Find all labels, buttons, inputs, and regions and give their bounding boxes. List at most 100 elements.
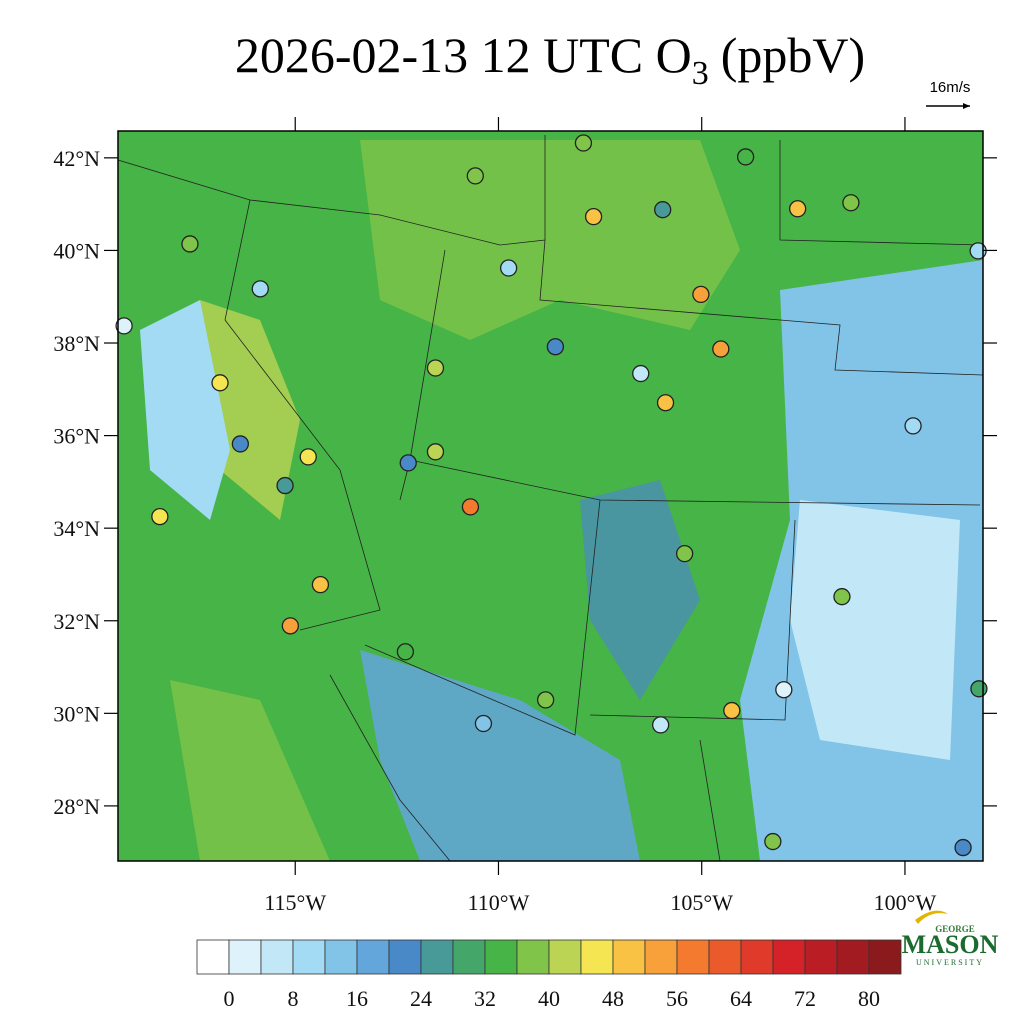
colorbar-box [484, 939, 518, 975]
colorbar-label: 72 [794, 986, 816, 1011]
colorbar-box [260, 939, 294, 975]
station [842, 194, 860, 212]
colorbar-label: 64 [730, 986, 752, 1011]
colorbar: 0 8 16 24 32 40 48 56 64 72 80 [196, 939, 902, 1011]
station [299, 448, 317, 466]
station [833, 588, 851, 606]
colorbar-box [292, 939, 326, 975]
stations [115, 134, 988, 857]
colorbar-box [580, 939, 614, 975]
station [736, 148, 755, 166]
colorbar-box [612, 939, 646, 975]
station [764, 832, 782, 851]
station [231, 435, 250, 453]
logo-bottom: UNIVERSITY [916, 958, 984, 967]
axes: 115°W 110°W 105°W 100°W 42°N 40°N 38°N 36°N 34°N… [53, 117, 997, 915]
logo-main: MASON [902, 930, 999, 959]
y-tick-label: 34°N [53, 516, 100, 541]
station [426, 359, 445, 377]
colorbar-box [708, 939, 742, 975]
colorbar-label: 24 [410, 986, 432, 1011]
plot-frame [117, 130, 984, 862]
colorbar-box [740, 939, 774, 975]
x-tick-label: 115°W [264, 890, 326, 915]
station [675, 544, 694, 563]
y-tick-label: 30°N [53, 701, 100, 726]
y-tick-label: 32°N [53, 609, 100, 634]
title-unit: (ppbV) [721, 27, 865, 83]
ocean-patch [170, 680, 330, 861]
station [970, 680, 988, 698]
colorbar-label: 8 [288, 986, 299, 1011]
y-tick-label: 38°N [53, 331, 100, 356]
station [396, 643, 415, 661]
colorbar-label: 80 [858, 986, 880, 1011]
wind-scale-head [963, 103, 970, 109]
y-tick-label: 36°N [53, 424, 100, 449]
station [654, 201, 672, 219]
colorbar-box [548, 939, 582, 975]
colorbar-box [388, 939, 422, 975]
station [775, 681, 793, 699]
station [546, 338, 565, 356]
station [712, 340, 730, 358]
station [954, 838, 972, 857]
station [904, 417, 922, 435]
wind-scale-label: 16m/s [930, 79, 971, 96]
field-patch [360, 650, 640, 861]
station [251, 280, 269, 298]
colorbar-label: 0 [224, 986, 235, 1011]
y-tick-label: 28°N [53, 794, 100, 819]
station [115, 317, 133, 335]
station [499, 259, 518, 277]
field-patch [580, 480, 700, 700]
colorbar-box [772, 939, 806, 975]
colorbar-box [516, 939, 550, 975]
station [692, 285, 710, 304]
x-tick-label: 100°W [874, 890, 937, 915]
colorbar-box [324, 939, 358, 975]
station [399, 454, 417, 472]
logo: GEORGE MASON UNIVERSITY [902, 910, 999, 967]
colorbar-label: 56 [666, 986, 688, 1011]
colorbar-box [804, 939, 838, 975]
station [536, 691, 555, 709]
field-patch [360, 140, 740, 340]
colorbar-label: 16 [346, 986, 368, 1011]
title-main: 2026-02-13 12 UTC O [235, 27, 692, 83]
station [181, 235, 199, 253]
station [656, 394, 675, 412]
title-sub: 3 [692, 55, 709, 92]
station [466, 167, 484, 185]
colorbar-label: 32 [474, 986, 496, 1011]
field-patch [790, 500, 960, 760]
colorbar-box [676, 939, 710, 975]
station [281, 617, 299, 635]
y-tick-label: 40°N [53, 238, 100, 263]
logo-mark [915, 910, 948, 924]
x-tick-label: 105°W [670, 890, 733, 915]
station [574, 134, 593, 152]
station [788, 200, 807, 218]
station [632, 364, 650, 383]
station [723, 701, 741, 720]
logo-top: GEORGE [935, 924, 975, 934]
colorbar-box [420, 939, 454, 975]
colorbar-box [868, 939, 902, 975]
colorbar-label: 40 [538, 986, 560, 1011]
colorbar-box [836, 939, 870, 975]
station [311, 575, 330, 594]
colorbar-label: 48 [602, 986, 624, 1011]
field-patch [140, 300, 230, 520]
station [276, 476, 294, 495]
station [211, 374, 229, 392]
station [461, 498, 480, 516]
title: 2026-02-13 12 UTC O3 (ppbV) [235, 27, 865, 92]
station [151, 507, 169, 526]
station [652, 716, 670, 734]
x-tick-label: 110°W [468, 890, 530, 915]
colorbar-box [356, 939, 390, 975]
station [474, 714, 493, 733]
